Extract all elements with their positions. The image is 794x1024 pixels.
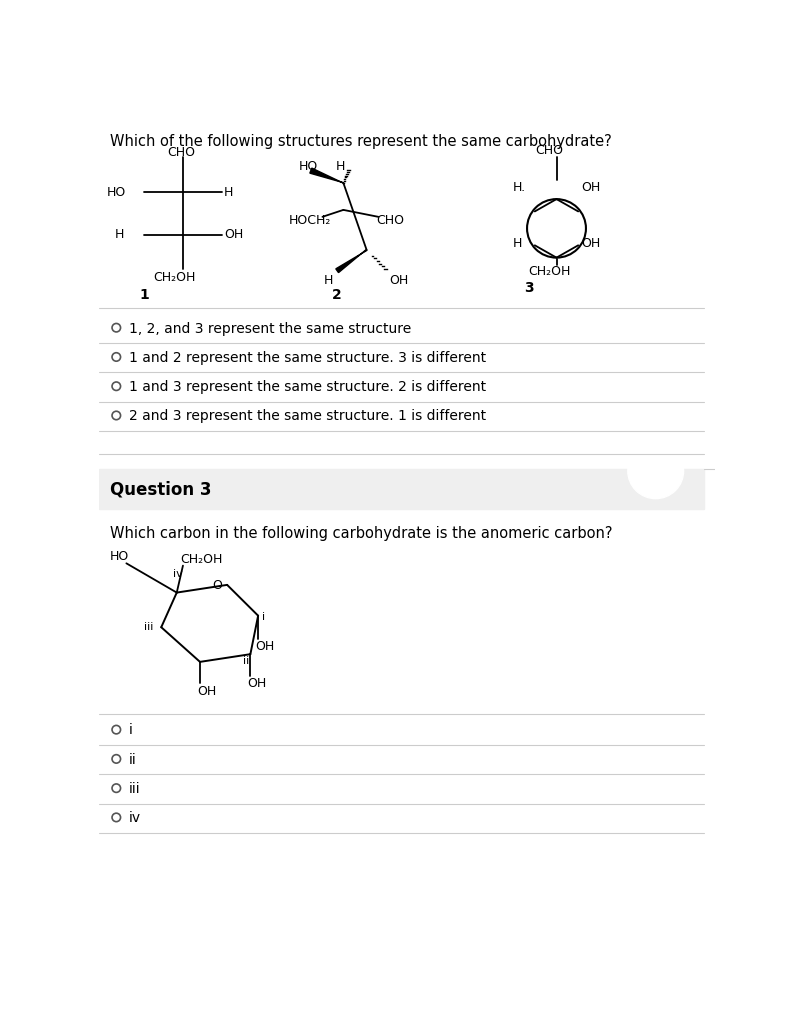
Text: CH₂OH: CH₂OH — [153, 270, 196, 284]
Text: 1: 1 — [140, 288, 149, 302]
Text: H: H — [513, 237, 522, 250]
Text: ii: ii — [129, 753, 137, 767]
Text: HOCH₂: HOCH₂ — [289, 214, 332, 226]
Polygon shape — [310, 168, 344, 183]
Text: iv: iv — [173, 569, 183, 580]
Text: OH: OH — [255, 640, 274, 653]
Text: 2: 2 — [332, 289, 341, 302]
Text: OH: OH — [389, 273, 408, 287]
Text: 1 and 2 represent the same structure. 3 is different: 1 and 2 represent the same structure. 3 … — [129, 351, 486, 365]
Text: O: O — [213, 579, 222, 592]
Text: iii: iii — [145, 622, 153, 632]
Text: 1 and 3 represent the same structure. 2 is different: 1 and 3 represent the same structure. 2 … — [129, 380, 486, 394]
Text: OH: OH — [581, 237, 600, 250]
Text: CH₂OH: CH₂OH — [180, 553, 223, 565]
Text: HO: HO — [110, 550, 129, 563]
Text: i: i — [262, 611, 265, 622]
Text: H.: H. — [513, 181, 526, 195]
Text: i: i — [129, 724, 133, 737]
Text: H: H — [224, 186, 233, 199]
Text: iii: iii — [129, 782, 141, 796]
Text: 3: 3 — [524, 282, 534, 296]
Text: iv: iv — [129, 811, 141, 825]
Polygon shape — [336, 250, 367, 272]
Text: OH: OH — [224, 228, 243, 242]
Text: H: H — [324, 273, 333, 287]
Bar — [99, 469, 703, 509]
Text: HO: HO — [107, 186, 126, 199]
Text: 1, 2, and 3 represent the same structure: 1, 2, and 3 represent the same structure — [129, 322, 411, 336]
Text: CHO: CHO — [168, 146, 195, 159]
Text: CHO: CHO — [536, 144, 564, 158]
Text: H: H — [115, 228, 124, 242]
Text: Which of the following structures represent the same carbohydrate?: Which of the following structures repres… — [110, 134, 612, 148]
Text: Question 3: Question 3 — [110, 480, 211, 498]
Text: CHO: CHO — [376, 214, 405, 226]
Text: ii: ii — [243, 656, 249, 667]
Text: CH₂OH: CH₂OH — [528, 264, 570, 278]
Circle shape — [628, 443, 684, 499]
Text: OH: OH — [247, 677, 267, 690]
Text: HO: HO — [299, 160, 318, 173]
Text: Which carbon in the following carbohydrate is the anomeric carbon?: Which carbon in the following carbohydra… — [110, 526, 613, 542]
Text: OH: OH — [197, 685, 216, 698]
Text: OH: OH — [581, 181, 600, 195]
Text: H: H — [336, 160, 345, 173]
Text: 2 and 3 represent the same structure. 1 is different: 2 and 3 represent the same structure. 1 … — [129, 410, 486, 423]
